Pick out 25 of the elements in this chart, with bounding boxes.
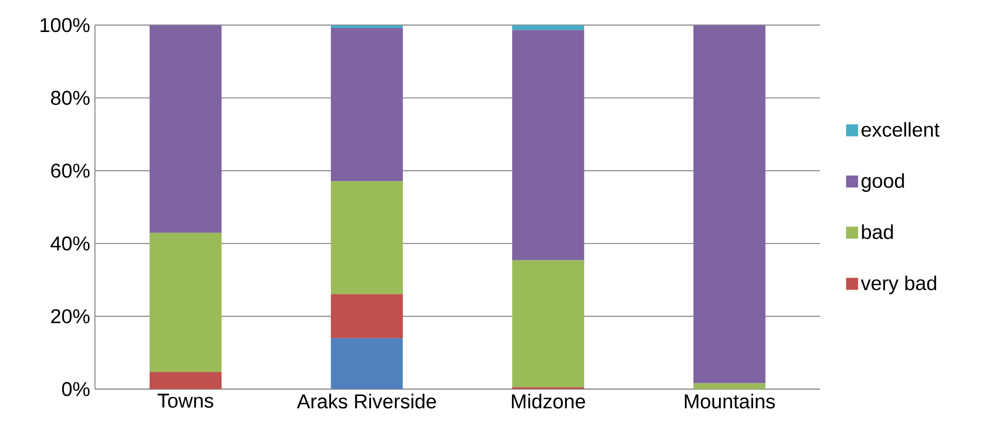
bar <box>150 25 222 233</box>
bar <box>512 30 584 260</box>
y-tick-label: 0% <box>62 382 90 396</box>
y-tick-label: 100% <box>40 18 90 32</box>
x-tick-label: Midzone <box>512 394 586 408</box>
bar <box>512 260 584 388</box>
legend-label: bad <box>862 224 893 240</box>
y-tick-label: 20% <box>51 309 90 324</box>
bar <box>330 28 403 182</box>
bar <box>330 181 403 294</box>
x-tick-label: Mountains <box>684 394 775 408</box>
bar <box>150 232 222 372</box>
x-tick-label: Araks Riverside <box>296 394 436 408</box>
y-tick-label: 80% <box>51 90 90 105</box>
bar <box>150 372 222 390</box>
y-tick-label: 60% <box>51 164 90 178</box>
legend-label: good <box>862 173 904 192</box>
legend-label: excellent <box>862 122 940 137</box>
legend-label: very bad <box>860 276 936 294</box>
bar <box>330 294 403 338</box>
bar <box>330 338 403 390</box>
x-tick-label: Towns <box>158 394 214 408</box>
bar <box>693 25 766 384</box>
y-tick-label: 40% <box>50 236 90 251</box>
bar <box>693 383 766 390</box>
